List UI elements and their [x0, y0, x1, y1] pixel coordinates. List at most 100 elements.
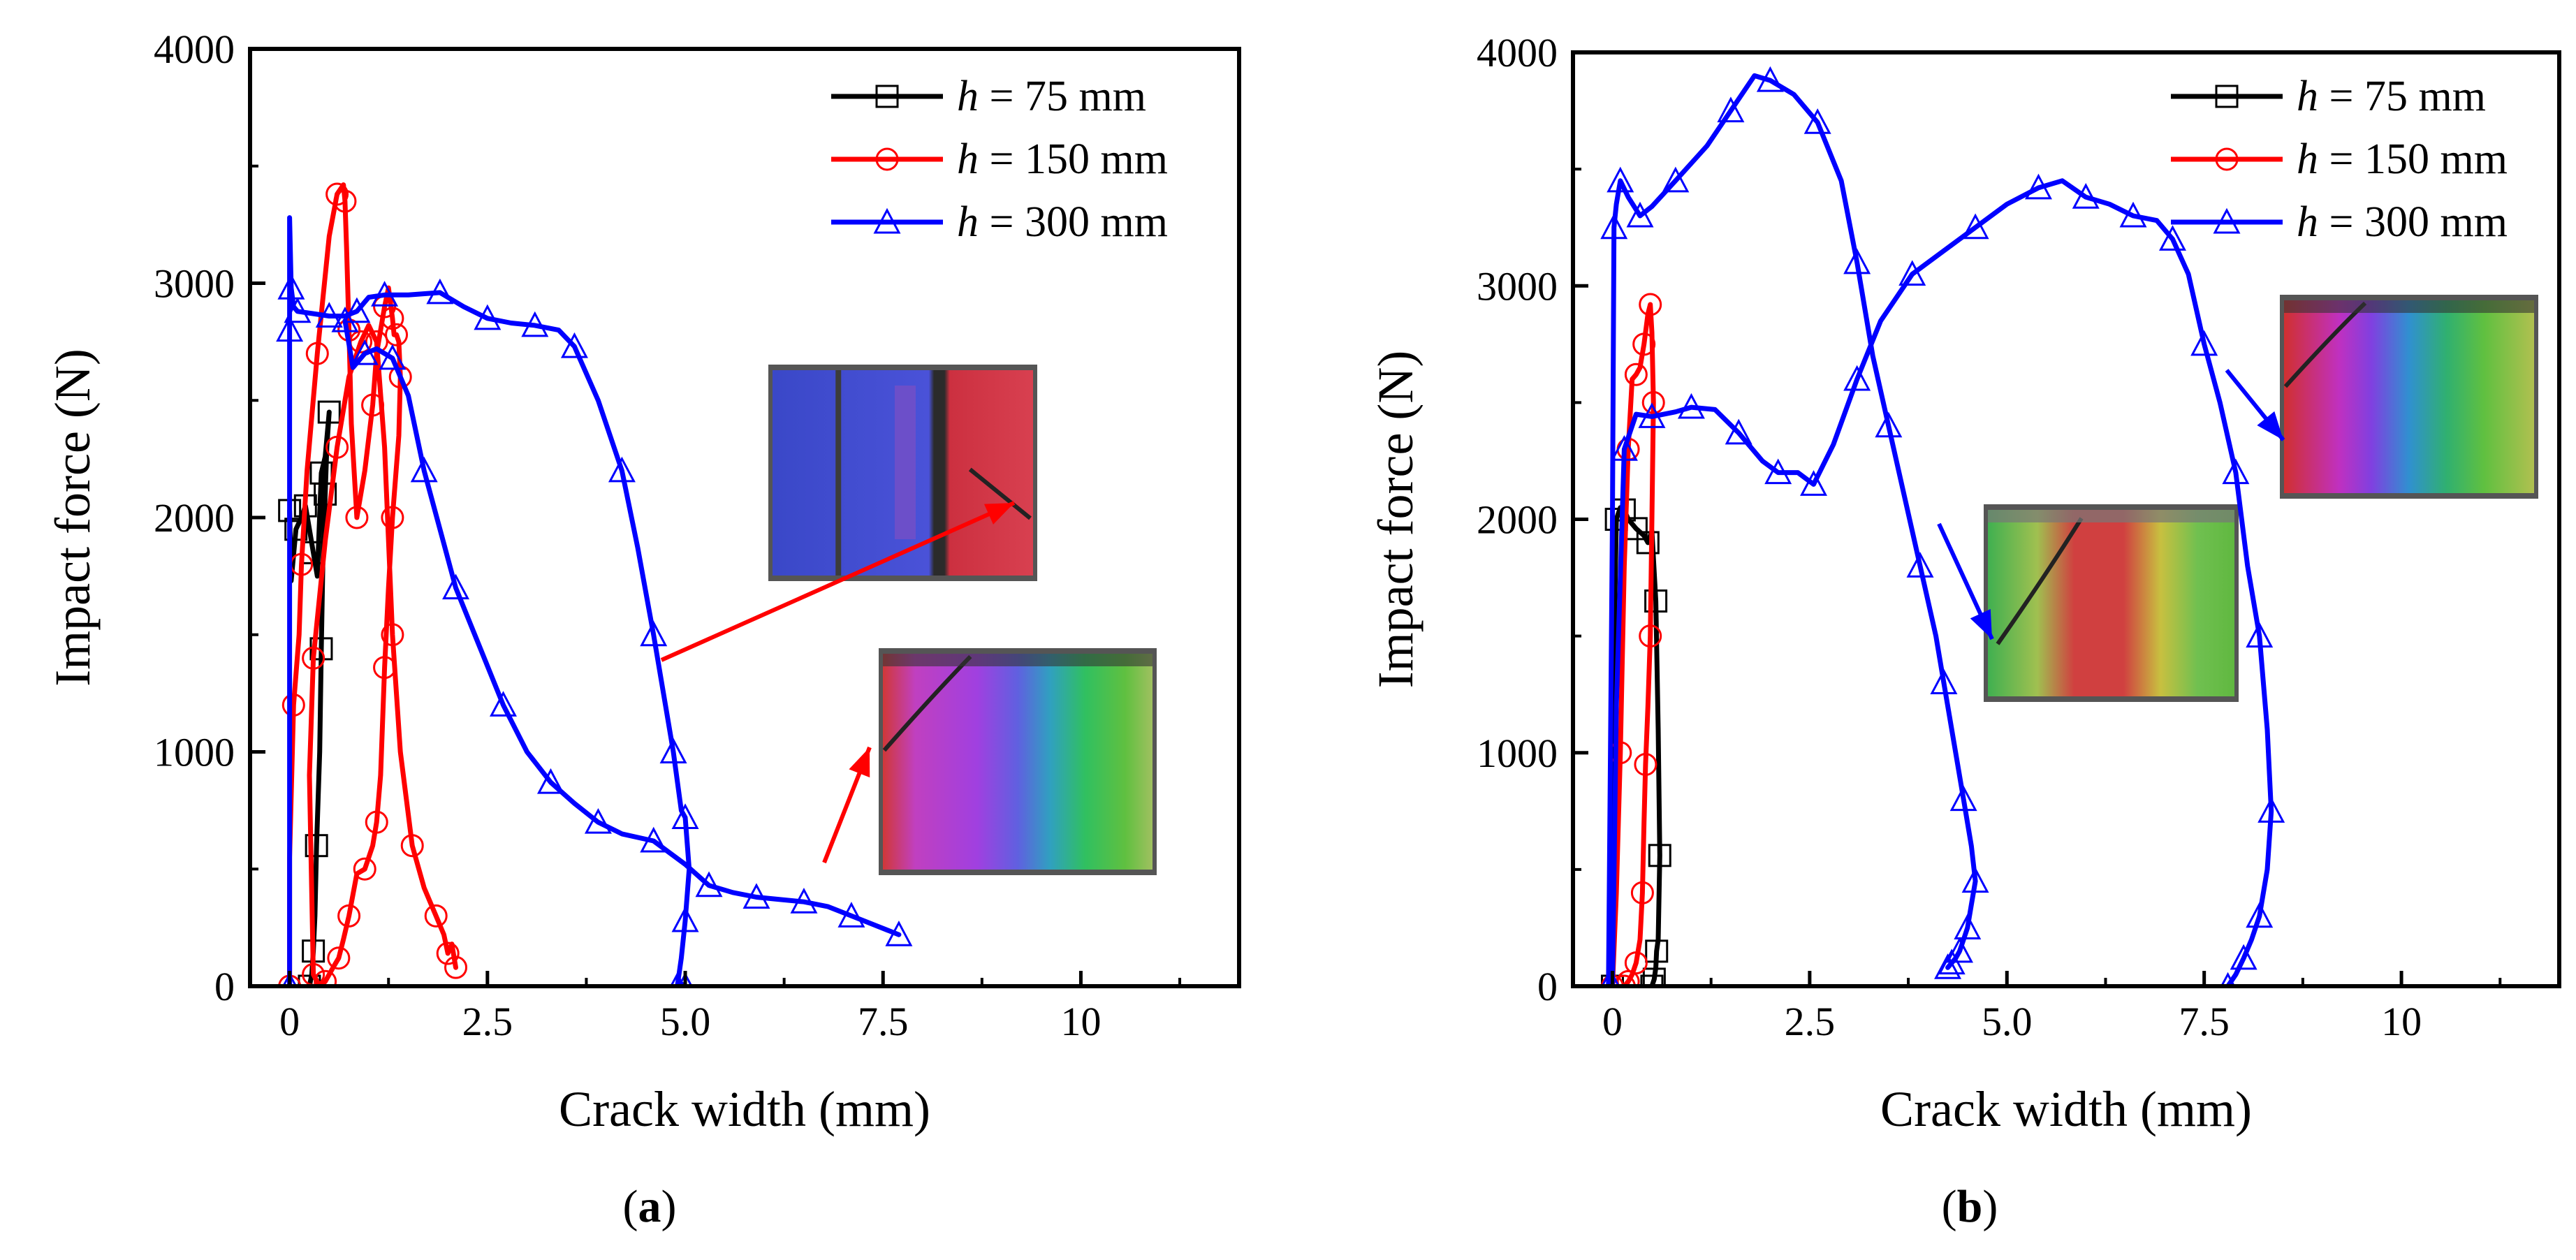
panel-label-a: (a)	[622, 1181, 677, 1232]
y-tick-label: 2000	[1477, 497, 1558, 543]
y-tick-label: 1000	[154, 730, 235, 775]
data-point-a-circle	[325, 182, 349, 206]
inset-field	[1988, 510, 2234, 696]
inset-image-b-1	[2280, 295, 2538, 499]
legend-entry-b-circle: h = 150 mm	[2171, 135, 2508, 183]
legend-label: h = 150 mm	[957, 135, 1168, 183]
data-point-b-triangle	[1961, 213, 1989, 240]
data-point-a-circle	[337, 904, 361, 928]
data-point-a-circle	[281, 693, 305, 717]
data-point-b-triangle	[2159, 225, 2186, 251]
data-point-b-triangle	[1800, 470, 1828, 496]
data-point-b-triangle	[1607, 166, 1634, 193]
inset-image-a-1	[879, 648, 1157, 875]
data-point-b-circle	[1612, 974, 1636, 986]
y-tick-label: 1000	[1477, 731, 1558, 776]
data-point-a-triangle	[790, 888, 818, 914]
inset-image-b-0	[1984, 504, 2239, 702]
legend-entry-b-triangle: h = 300 mm	[2171, 198, 2508, 246]
legend-entry-a-circle: h = 150 mm	[831, 135, 1168, 183]
arrow-from-curve-to-inset-bottom	[822, 746, 872, 864]
data-point-b-circle	[1624, 362, 1648, 386]
inset-image-a-0	[768, 365, 1037, 581]
data-point-b-triangle	[1843, 365, 1871, 391]
arrow-from-curve-to-inset-top	[660, 501, 1016, 662]
data-point-b-legend	[2215, 147, 2239, 171]
x-tick-label: 0	[279, 999, 300, 1044]
series-line-b-triangle-1	[1610, 178, 2274, 986]
data-point-a-triangle	[474, 304, 502, 330]
data-point-a-triangle	[442, 573, 470, 600]
data-point-a-circle	[381, 623, 404, 647]
data-point-a-triangle	[584, 807, 612, 834]
data-point-b-circle	[1634, 752, 1657, 776]
data-point-b-triangle	[1938, 948, 1966, 975]
legend-label: h = 150 mm	[2297, 135, 2508, 183]
data-point-b-triangle	[1626, 201, 1654, 228]
y-tick-label: 2000	[154, 495, 235, 541]
data-point-b-triangle	[1934, 953, 1962, 979]
data-point-a-legend	[873, 207, 901, 234]
data-point-a-legend	[875, 147, 899, 171]
inset-strain-band	[894, 386, 916, 539]
data-point-b-legend	[2213, 207, 2241, 234]
data-point-a-circle	[365, 810, 388, 834]
data-point-a-circle	[444, 955, 468, 979]
legend-variable: h	[2297, 135, 2318, 183]
legend-variable: h	[2297, 73, 2318, 120]
legend-variable: h	[957, 198, 979, 246]
data-point-a-circle	[314, 969, 337, 986]
data-point-a-triangle	[695, 871, 723, 898]
data-point-b-square	[1644, 589, 1668, 613]
legend-value: = 75 mm	[979, 73, 1146, 120]
data-point-a-triangle	[659, 738, 687, 763]
data-point-b-triangle	[2072, 183, 2100, 209]
legend-variable: h	[957, 135, 979, 183]
data-point-b-triangle	[1930, 668, 1958, 694]
data-point-a-circle	[385, 323, 409, 346]
inset-field	[883, 654, 1152, 870]
data-point-b-triangle	[1898, 260, 1926, 286]
data-point-b-triangle	[2230, 944, 2257, 970]
arrow-shaft	[660, 501, 1016, 662]
data-point-a-triangle	[351, 339, 379, 365]
data-point-a-triangle	[276, 316, 304, 342]
data-point-b-triangle	[2222, 458, 2250, 485]
inset-crack-band	[835, 370, 842, 576]
data-point-b-triangle	[2024, 173, 2052, 200]
y-tick-label: 0	[1537, 964, 1558, 1009]
data-point-a-triangle	[379, 344, 407, 370]
data-point-a-triangle	[426, 278, 454, 305]
y-tick-label: 3000	[154, 261, 235, 307]
legend-label: h = 300 mm	[2297, 198, 2508, 246]
data-point-a-triangle	[315, 302, 343, 328]
series-line-a-triangle-0	[287, 215, 692, 986]
y-tick-label: 3000	[1477, 263, 1558, 309]
y-tick-label: 4000	[154, 27, 235, 72]
data-point-b-triangle	[1764, 458, 1792, 485]
data-point-a-square	[305, 834, 328, 858]
x-tick-label: 7.5	[858, 999, 909, 1044]
legend-value: = 150 mm	[2318, 135, 2508, 183]
arrow-from-curve-to-inset-right	[2225, 369, 2285, 441]
data-point-b-circle	[1632, 332, 1656, 356]
data-point-a-circle	[388, 365, 412, 389]
data-point-a-circle	[381, 307, 404, 330]
data-point-b-triangle	[1843, 248, 1871, 274]
data-point-b-triangle	[1803, 108, 1831, 134]
y-tick-label: 4000	[1477, 30, 1558, 75]
data-point-b-triangle	[1906, 552, 1934, 578]
data-point-b-square	[1648, 844, 1671, 867]
x-tick-label: 10	[2381, 999, 2422, 1044]
data-point-b-triangle	[2246, 902, 2274, 928]
data-point-a-circle	[305, 342, 329, 365]
data-point-a-legend	[875, 85, 899, 108]
series-a-circle	[278, 182, 468, 986]
data-point-b-triangle	[1875, 411, 1903, 438]
data-point-b-legend	[2215, 85, 2239, 108]
data-point-a-circle	[353, 857, 376, 881]
data-point-a-circle	[333, 189, 357, 213]
data-point-b-circle	[1639, 293, 1662, 316]
data-point-b-triangle	[1677, 393, 1705, 419]
